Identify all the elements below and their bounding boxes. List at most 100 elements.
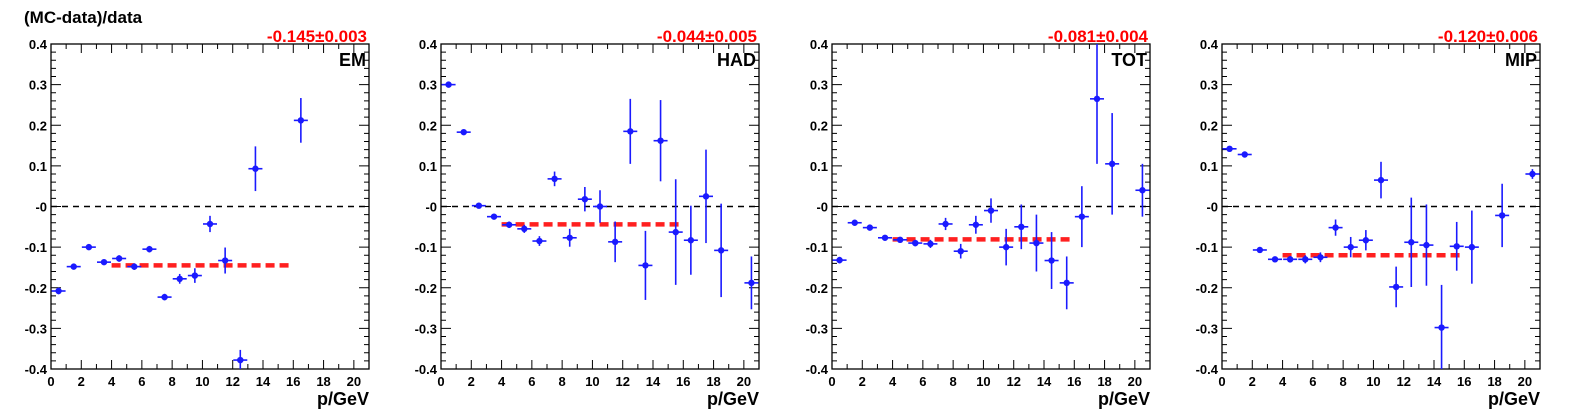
panel-em: 0 2 4 6 8 10 12 14 16 18 20 0.4 0.3 0.2 0.1 -0 -0.1 -0.2 -… — [25, 27, 370, 409]
y-tick-label: -0.3 — [25, 321, 47, 336]
x-tick-label: 10 — [1366, 374, 1380, 389]
y-tick-label: -0.3 — [1196, 321, 1218, 336]
y-tick-label: -0.3 — [806, 321, 828, 336]
data-point — [1002, 243, 1010, 251]
panel-title: EM — [339, 50, 366, 70]
data-point — [297, 117, 305, 124]
y-tick-label: -0.2 — [25, 281, 47, 296]
y-tick-label: -0 — [425, 200, 437, 215]
fit-value-label: -0.081±0.004 — [1048, 27, 1149, 46]
fit-value-label: -0.044±0.005 — [657, 27, 757, 46]
data-point — [1408, 239, 1415, 246]
y-tick-label: 0.3 — [1200, 78, 1218, 93]
x-tick-label: 16 — [286, 374, 300, 389]
x-tick-label: 10 — [976, 374, 990, 389]
x-tick-label: 16 — [1457, 374, 1471, 389]
data-point — [237, 356, 244, 364]
data-point — [748, 279, 755, 287]
data-point — [927, 240, 934, 248]
y-tick-label: -0 — [1206, 200, 1218, 215]
x-tick-label: 18 — [316, 374, 330, 389]
x-tick-label: 6 — [1309, 374, 1316, 389]
x-tick-label: 0 — [437, 374, 444, 389]
x-tick-label: 14 — [1427, 374, 1442, 389]
data-point — [1529, 170, 1536, 178]
y-tick-label: 0.1 — [1200, 159, 1218, 174]
data-point — [131, 263, 138, 270]
panel-tot: 0 2 4 6 8 10 12 14 16 18 20 0.4 0.3 0.2 0.1 -0 -0.1 -0.2 -… — [806, 27, 1151, 409]
y-tick-label: 0.1 — [29, 159, 47, 174]
y-tick-label: 0.1 — [810, 159, 828, 174]
data-point — [1377, 176, 1385, 184]
figure-ylabel: (MC-data)/data — [24, 8, 143, 27]
data-point — [896, 236, 904, 244]
data-point — [642, 262, 649, 269]
data-point — [191, 272, 199, 279]
x-tick-label: 14 — [256, 374, 271, 389]
x-tick-label: 2 — [468, 374, 475, 389]
data-point — [1392, 283, 1400, 291]
data-point — [687, 237, 695, 244]
y-tick-label: 0.2 — [810, 118, 828, 133]
data-point — [957, 247, 964, 255]
fit-value-label: -0.145±0.003 — [267, 27, 367, 46]
x-tick-label: 14 — [1037, 374, 1052, 389]
data-point — [1317, 254, 1324, 261]
data-point — [146, 245, 153, 253]
fit-value-label: -0.120±0.006 — [1438, 27, 1538, 46]
x-tick-label: 4 — [1279, 374, 1287, 389]
data-point — [702, 193, 710, 200]
y-tick-label: 0.1 — [419, 159, 437, 174]
x-tick-label: 4 — [498, 374, 506, 389]
data-point — [836, 256, 843, 264]
x-tick-label: 12 — [615, 374, 629, 389]
x-tick-label: 14 — [646, 374, 661, 389]
y-tick-label: 0.2 — [29, 118, 47, 133]
data-point — [627, 128, 634, 135]
data-point — [1302, 256, 1309, 263]
x-tick-label: 18 — [1487, 374, 1501, 389]
y-tick-label: -0.3 — [415, 321, 437, 336]
y-tick-label: 0.4 — [419, 37, 438, 52]
x-tick-label: 12 — [225, 374, 239, 389]
data-point — [521, 225, 528, 233]
y-tick-label: -0.1 — [1196, 240, 1218, 255]
data-point — [1438, 324, 1445, 331]
data-point — [1226, 145, 1233, 153]
panel-had: 0 2 4 6 8 10 12 14 16 18 20 0.4 0.3 0.2 0.1 -0 -0.1 -0.2 -… — [415, 27, 760, 409]
x-tick-label: 18 — [1097, 374, 1111, 389]
y-tick-label: -0.4 — [415, 362, 438, 377]
x-axis-label: p/GeV — [317, 389, 369, 409]
data-point — [70, 263, 77, 270]
data-point — [881, 234, 889, 241]
y-tick-label: -0 — [35, 200, 47, 215]
data-point — [536, 237, 543, 245]
x-axis-label: p/GeV — [1098, 389, 1150, 409]
data-point — [1078, 213, 1086, 220]
x-tick-label: 8 — [950, 374, 957, 389]
y-tick-label: 0.2 — [1200, 118, 1218, 133]
data-point — [1033, 239, 1040, 247]
panel-title: TOT — [1111, 50, 1147, 70]
data-point — [161, 293, 168, 301]
y-tick-label: -0.4 — [806, 362, 829, 377]
data-point — [596, 203, 604, 210]
data-point — [1362, 237, 1370, 244]
x-tick-label: 12 — [1006, 374, 1020, 389]
data-point — [987, 207, 995, 214]
data-point — [581, 195, 589, 203]
data-point — [505, 221, 513, 228]
data-point — [1018, 223, 1025, 231]
y-tick-label: 0.3 — [810, 78, 828, 93]
y-tick-label: -0.4 — [1196, 362, 1219, 377]
x-tick-label: 4 — [108, 374, 116, 389]
x-tick-label: 8 — [559, 374, 566, 389]
y-tick-label: -0.1 — [25, 240, 47, 255]
x-tick-label: 6 — [528, 374, 535, 389]
x-tick-label: 8 — [1340, 374, 1347, 389]
data-point — [1453, 243, 1460, 250]
data-point — [1468, 243, 1476, 251]
panel-title: HAD — [717, 50, 756, 70]
panel-title: MIP — [1505, 50, 1537, 70]
data-point — [551, 175, 558, 183]
